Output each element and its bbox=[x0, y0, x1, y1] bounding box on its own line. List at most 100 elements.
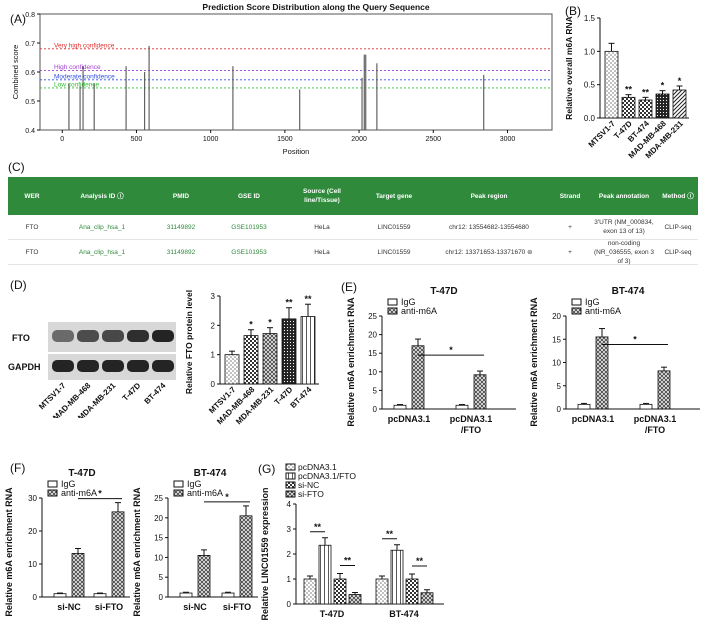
legend-label: si-FTO bbox=[298, 489, 324, 499]
x-tick-label: T-47D bbox=[320, 609, 345, 619]
y-tick-label: 25 bbox=[368, 312, 377, 321]
panel-label-b: (B) bbox=[565, 4, 581, 18]
table-cell: CLIP-seq bbox=[664, 248, 692, 256]
threshold-label: Low confidence bbox=[54, 81, 100, 88]
legend-swatch bbox=[387, 298, 398, 306]
y-tick-label: 0.4 bbox=[25, 128, 35, 135]
y-tick-label: 25 bbox=[154, 494, 163, 503]
legend-label: pcDNA3.1 bbox=[298, 462, 337, 472]
y-axis-label: Combined score bbox=[11, 45, 20, 100]
bar bbox=[595, 336, 609, 410]
table-header-cell: WER bbox=[24, 192, 40, 200]
panel-label-a: (A) bbox=[10, 12, 26, 26]
x-tick-label: 2500 bbox=[425, 136, 441, 143]
x-tick-label: 1000 bbox=[203, 136, 219, 143]
y-tick-label: 0.7 bbox=[25, 41, 35, 48]
table-header: WER Analysis ID ⓘ PMID GSE ID Source (Cell l… bbox=[8, 177, 698, 215]
bar bbox=[455, 404, 469, 410]
significance-marker: ** bbox=[642, 87, 650, 97]
legend-label: IgG bbox=[585, 297, 600, 307]
table-header-cell: Peak annotation bbox=[598, 192, 650, 200]
bar bbox=[672, 89, 687, 119]
blot-label-fto: FTO bbox=[12, 333, 30, 343]
bar bbox=[333, 578, 347, 605]
bar bbox=[639, 403, 653, 410]
bar bbox=[221, 592, 235, 598]
table-cell: chr12: 13554682-13554680 bbox=[449, 223, 529, 231]
legend-label: pcDNA3.1/FTO bbox=[298, 471, 356, 481]
table-cell[interactable]: Ana_clip_hsa_1 bbox=[78, 223, 126, 231]
legend-swatch bbox=[571, 307, 582, 315]
fto-band bbox=[77, 330, 99, 342]
y-tick-label: 0 bbox=[557, 405, 562, 414]
y-axis-label: Relative m6A enrichment RNA bbox=[4, 487, 14, 617]
bar bbox=[621, 96, 636, 119]
bar bbox=[318, 544, 332, 605]
bar bbox=[390, 549, 404, 605]
y-tick-label: 20 bbox=[552, 312, 561, 321]
threshold-label: Very high confidence bbox=[54, 42, 115, 49]
table-header-cell: Analysis ID ⓘ bbox=[80, 192, 124, 200]
legend-label: IgG bbox=[61, 479, 76, 489]
y-tick-label: 10 bbox=[154, 553, 163, 562]
x-tick-label: 500 bbox=[131, 136, 143, 143]
table-cell[interactable]: 31149892 bbox=[166, 223, 196, 231]
bar bbox=[262, 333, 278, 385]
fto-band bbox=[52, 330, 74, 342]
legend-label: anti-m6A bbox=[585, 306, 621, 316]
y-tick-label: 10 bbox=[552, 359, 561, 368]
legend-label: si-NC bbox=[298, 480, 319, 490]
bar bbox=[224, 354, 240, 385]
y-tick-label: 15 bbox=[368, 349, 377, 358]
table-cell[interactable]: GSE101953 bbox=[231, 223, 267, 231]
bar bbox=[375, 578, 389, 605]
y-axis-label: Relative LINC01559 expression bbox=[260, 487, 270, 620]
y-tick-label: 30 bbox=[28, 494, 37, 503]
peak-table: WER Analysis ID ⓘ PMID GSE ID Source (Cell l… bbox=[8, 177, 698, 265]
fto-band bbox=[102, 330, 124, 342]
table-cell: CLIP-seq bbox=[664, 223, 692, 231]
bar bbox=[71, 553, 85, 598]
table-row: FTO Ana_clip_hsa_1 31149892 GSE101953 HeLa LI… bbox=[8, 215, 698, 240]
legend-swatch bbox=[47, 489, 58, 497]
x-tick-label: 2000 bbox=[351, 136, 367, 143]
significance-marker: * bbox=[678, 76, 682, 86]
bar bbox=[420, 592, 434, 605]
y-tick-label: 5 bbox=[159, 573, 164, 582]
bar bbox=[604, 50, 619, 119]
chart-title: T-47D bbox=[430, 286, 457, 297]
significance-marker: ** bbox=[304, 294, 312, 304]
table-row: FTO Ana_clip_hsa_1 31149892 GSE101953 HeLa LI… bbox=[8, 240, 698, 265]
x-tick-label: 3000 bbox=[500, 136, 516, 143]
table-cell: + bbox=[568, 223, 572, 231]
x-tick-label: pcDNA3.1 bbox=[450, 414, 493, 424]
y-axis-label: Relative m6A enrichment RNA bbox=[346, 297, 356, 427]
y-tick-label: 15 bbox=[154, 534, 163, 543]
legend-swatch bbox=[387, 307, 398, 315]
blot-lane-label: T-47D bbox=[121, 381, 143, 403]
legend-swatch bbox=[285, 472, 296, 480]
table-header-cell: Peak region bbox=[470, 192, 508, 200]
panel-label-d: (D) bbox=[10, 278, 27, 292]
legend-label: anti-m6A bbox=[187, 488, 223, 498]
table-cell[interactable]: GSE101953 bbox=[231, 248, 267, 256]
x-tick-label: /FTO bbox=[461, 425, 481, 435]
bar bbox=[179, 592, 193, 598]
x-tick-label: si-NC bbox=[183, 602, 207, 612]
bar bbox=[281, 318, 297, 385]
chart-title: T-47D bbox=[68, 468, 95, 479]
table-cell[interactable]: Ana_clip_hsa_1 bbox=[78, 248, 126, 256]
y-tick-label: 10 bbox=[368, 368, 377, 377]
chart-b: 0.00.51.01.5MTSV1-7**T-47D**BT-474*MAD-M… bbox=[564, 14, 689, 160]
legend-swatch bbox=[285, 463, 296, 471]
y-tick-label: 3 bbox=[287, 525, 292, 534]
y-tick-label: 0.5 bbox=[584, 81, 596, 90]
table-cell: LINC01559 bbox=[377, 223, 411, 231]
chart-title: Prediction Score Distribution along the … bbox=[202, 2, 429, 12]
fto-band bbox=[152, 330, 174, 342]
significance-marker: ** bbox=[386, 529, 394, 539]
table-cell[interactable]: 31149892 bbox=[166, 248, 196, 256]
chart-d: 0123MTSV1-7*MAD-MB-468*MDA-MB-231**T-47D… bbox=[184, 290, 319, 426]
blot-label-gapdh: GAPDH bbox=[8, 362, 41, 372]
